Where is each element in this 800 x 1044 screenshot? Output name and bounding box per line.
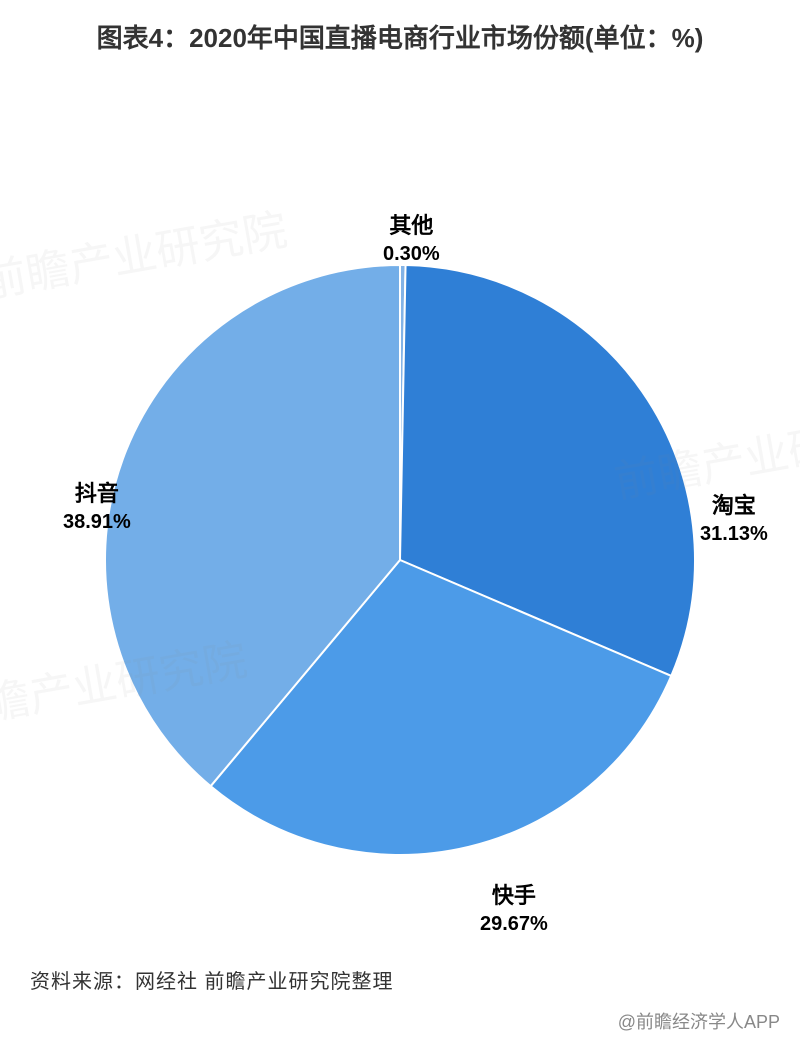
pie-chart: 其他 0.30% 淘宝 31.13% 快手 29.67% 抖音 38.91%: [0, 130, 800, 930]
slice-pct: 0.30%: [383, 241, 440, 267]
attribution-text: @前瞻经济学人APP: [618, 1008, 780, 1034]
chart-title: 图表4：2020年中国直播电商行业市场份额(单位：%): [0, 20, 800, 56]
slice-pct: 29.67%: [480, 911, 548, 937]
slice-name: 快手: [480, 882, 548, 911]
slice-pct: 31.13%: [700, 521, 768, 547]
slice-label-taobao: 淘宝 31.13%: [700, 492, 768, 547]
slice-label-douyin: 抖音 38.91%: [63, 480, 131, 535]
slice-name: 其他: [383, 212, 440, 241]
slice-name: 淘宝: [700, 492, 768, 521]
slice-label-kuaishou: 快手 29.67%: [480, 882, 548, 937]
slice-label-other: 其他 0.30%: [383, 212, 440, 267]
slice-name: 抖音: [63, 480, 131, 509]
slice-pct: 38.91%: [63, 509, 131, 535]
source-text: 资料来源：网经社 前瞻产业研究院整理: [30, 965, 394, 994]
